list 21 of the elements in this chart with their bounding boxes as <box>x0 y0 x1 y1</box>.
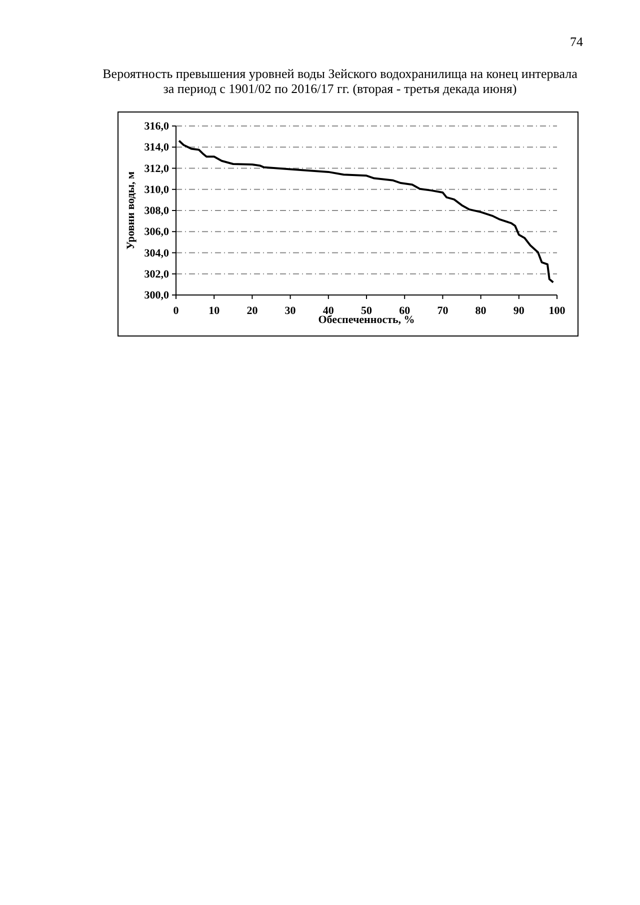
y-tick-label: 308,0 <box>144 205 170 218</box>
y-tick-label: 302,0 <box>144 268 170 280</box>
chart-title: Вероятность превышения уровней воды Зейского водохранилища на конец интервала за период с 1901/02 по 2016/17 гг. (вторая - третья декада июня) <box>102 66 578 96</box>
y-tick-label: 312,0 <box>144 162 170 175</box>
y-tick-label: 306,0 <box>144 226 170 238</box>
x-tick-label: 20 <box>246 305 258 318</box>
y-tick-label: 304,0 <box>144 247 170 260</box>
x-tick-label: 70 <box>437 305 449 318</box>
x-tick-label: 80 <box>475 305 487 318</box>
y-tick-label: 310,0 <box>144 184 170 196</box>
y-axis-title: Уровни воды, м <box>125 170 137 250</box>
y-tick-label: 316,0 <box>144 120 170 133</box>
text: 74 <box>570 34 584 49</box>
y-tick-label: 314,0 <box>144 142 170 154</box>
x-tick-label: 100 <box>548 305 566 318</box>
x-tick-label: 30 <box>284 305 296 318</box>
x-tick-label: 0 <box>173 305 180 318</box>
line-series <box>178 140 554 284</box>
x-tick-label: 90 <box>513 305 525 318</box>
x-tick-label: 10 <box>208 305 220 318</box>
y-tick-label: 300,0 <box>144 290 170 302</box>
